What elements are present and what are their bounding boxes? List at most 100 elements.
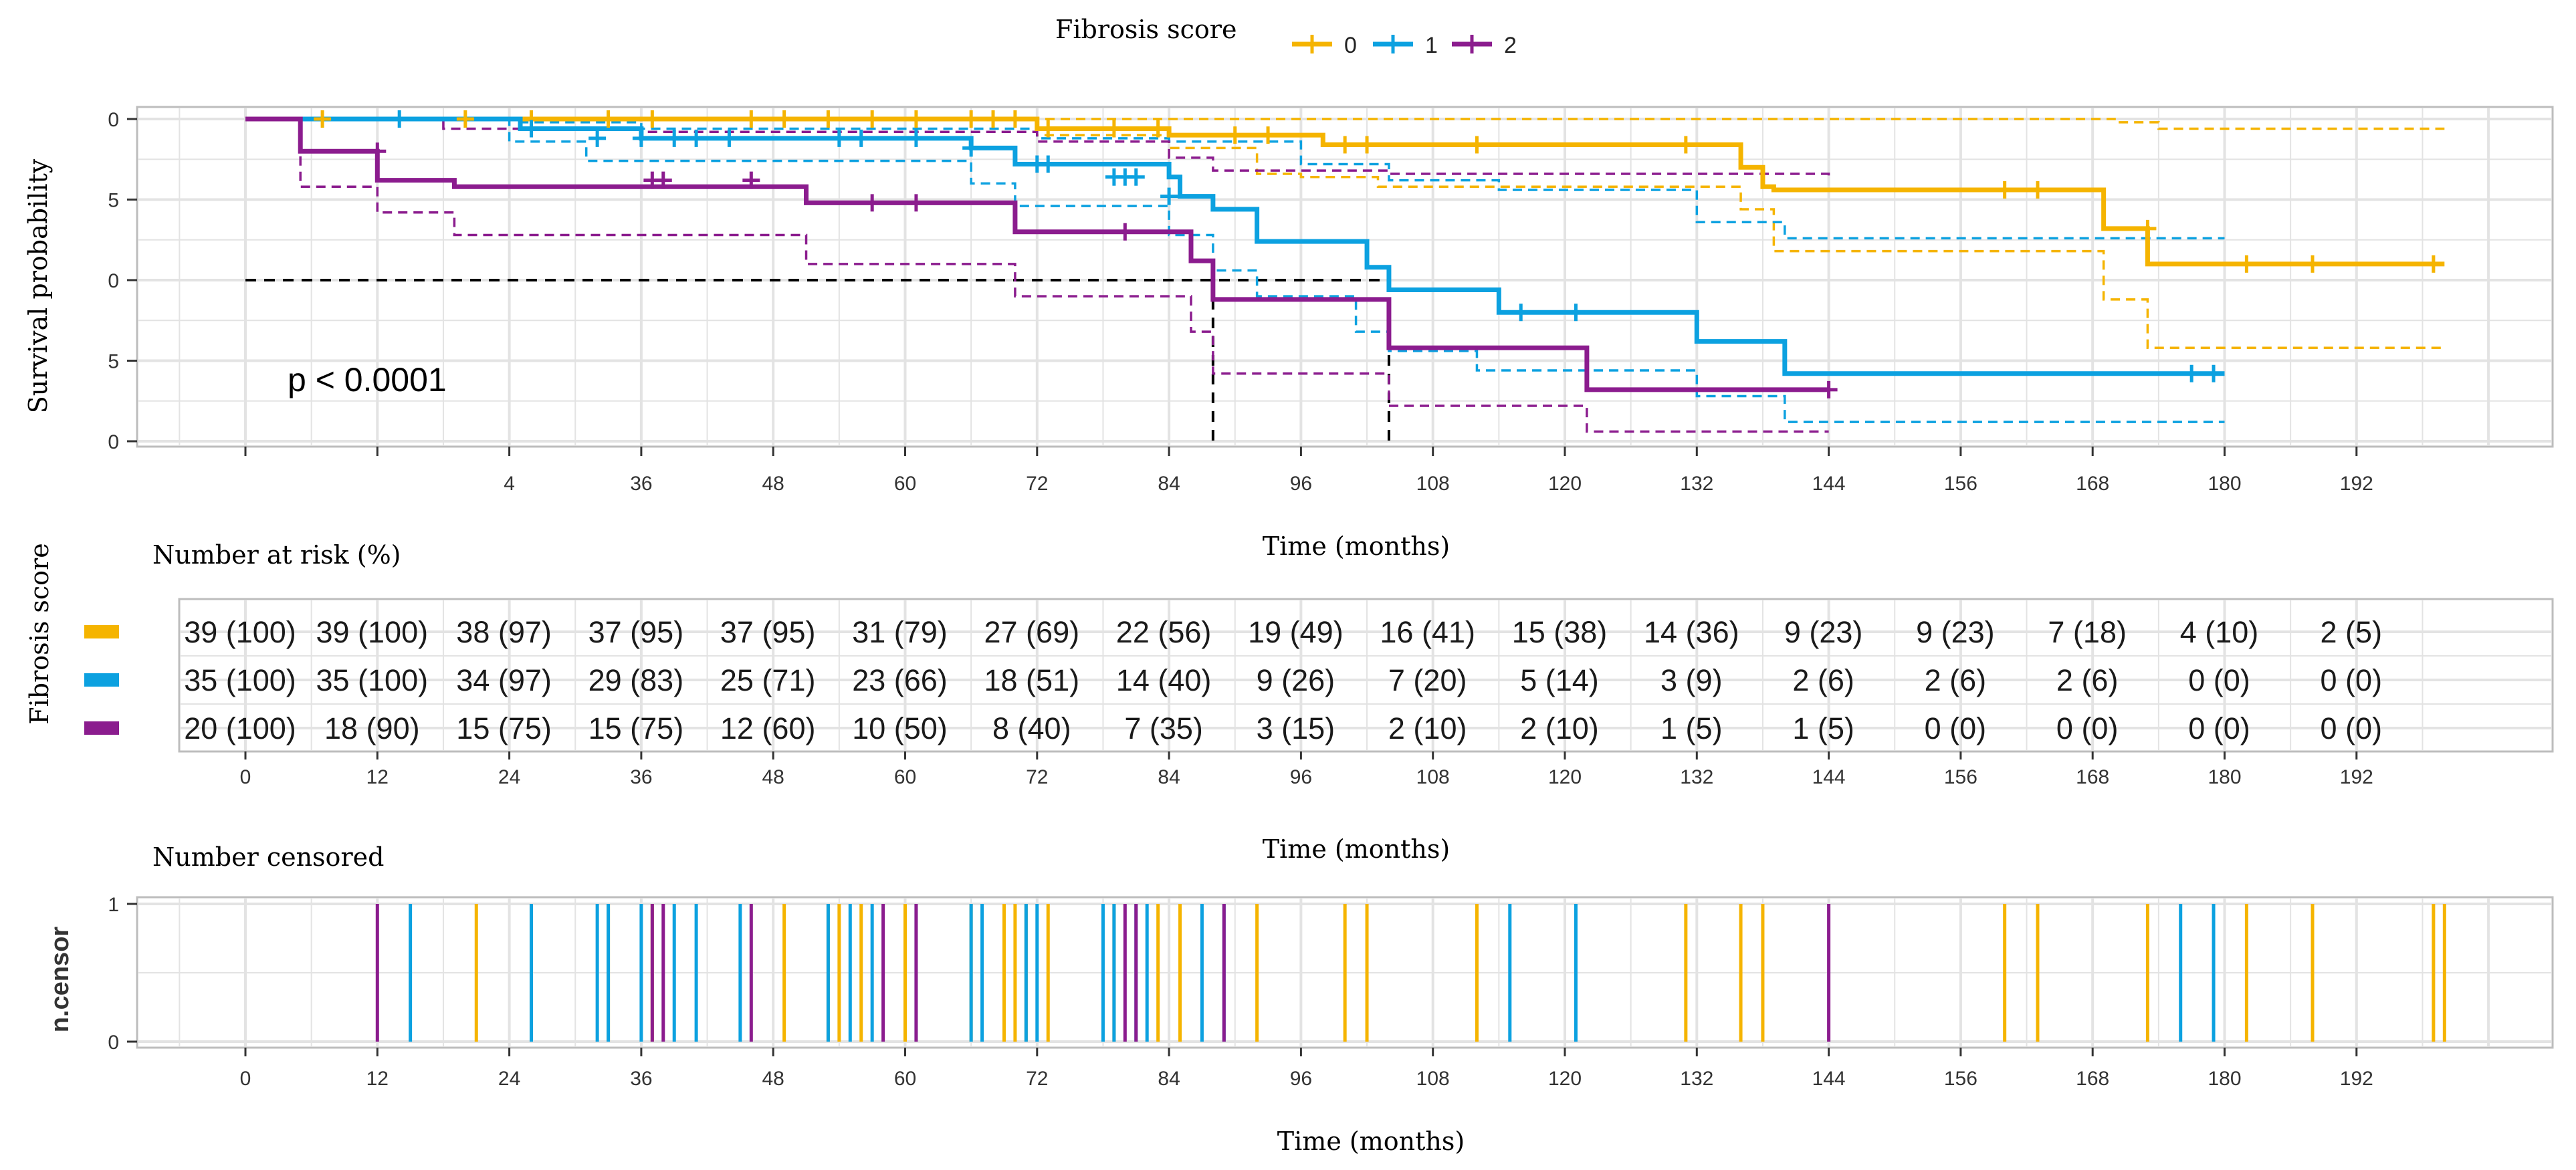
- risk-cell: 2 (6): [1792, 663, 1854, 697]
- risk-cell: 31 (79): [852, 615, 948, 649]
- risk-xtick-label: 132: [1680, 766, 1713, 788]
- risk-cell: 4 (10): [2180, 615, 2259, 649]
- survival-ytick-label: 5: [108, 190, 119, 212]
- censor-xtick-label: 48: [762, 1068, 784, 1090]
- risk-cell: 23 (66): [852, 663, 948, 697]
- risk-cell: 12 (60): [720, 711, 816, 745]
- risk-xtick-label: 24: [498, 766, 520, 788]
- censor-mark-score-0: [962, 110, 980, 128]
- risk-cell: 16 (41): [1380, 615, 1475, 649]
- risk-cell: 18 (51): [984, 663, 1080, 697]
- censor-xtick-label: 60: [894, 1068, 916, 1090]
- risk-xtick-label: 180: [2208, 766, 2241, 788]
- censor-mark-score-1: [2183, 364, 2201, 382]
- legend-label-score-2: 2: [1504, 33, 1517, 58]
- censor-mark-score-0: [1336, 136, 1354, 154]
- censor-mark-score-1: [522, 120, 540, 138]
- censor-mark-score-0: [2304, 255, 2322, 273]
- censor-ylabel: n.censor: [46, 927, 74, 1033]
- risk-cell: 9 (26): [1257, 663, 1335, 697]
- censor-mark-score-1: [1567, 304, 1585, 322]
- risk-xtick-label: 60: [894, 766, 916, 788]
- censor-xtick-label: 144: [1812, 1068, 1846, 1090]
- survival-xtick-label: 132: [1680, 473, 1713, 495]
- risk-cell: 2 (5): [2321, 615, 2383, 649]
- risk-cell: 7 (18): [2048, 615, 2127, 649]
- risk-cell: 5 (14): [1520, 663, 1599, 697]
- legend-label-score-0: 0: [1344, 33, 1357, 58]
- censor-mark-score-2: [368, 142, 387, 160]
- risk-cell: 9 (23): [1916, 615, 1995, 649]
- censor-mark-score-0: [2238, 255, 2256, 273]
- survival-ytick-label: 0: [108, 270, 119, 292]
- censor-mark-score-1: [391, 110, 409, 128]
- risk-cell: 15 (75): [456, 711, 552, 745]
- risk-cell: 15 (38): [1512, 615, 1608, 649]
- censor-mark-score-0: [1105, 120, 1123, 138]
- risk-cell: 0 (0): [2321, 663, 2383, 697]
- censor-xtick-label: 0: [240, 1068, 251, 1090]
- risk-cell: 3 (15): [1257, 711, 1335, 745]
- survival-xtick-label: 84: [1158, 473, 1180, 495]
- censor-mark-score-0: [1006, 110, 1024, 128]
- risk-cell: 7 (35): [1124, 711, 1203, 745]
- risk-cell: 35 (100): [316, 663, 428, 697]
- censor-ytick-label: 1: [108, 894, 119, 916]
- risk-cell: 14 (40): [1116, 663, 1212, 697]
- censor-mark-score-0: [1226, 126, 1244, 144]
- risk-xtick-label: 120: [1548, 766, 1582, 788]
- censor-xtick-label: 24: [498, 1068, 520, 1090]
- survival-ytick-label: 5: [108, 351, 119, 373]
- censor-mark-score-0: [2139, 219, 2157, 237]
- risk-cell: 39 (100): [184, 615, 296, 649]
- risk-xtick-label: 96: [1290, 766, 1312, 788]
- survival-xtick-label: 192: [2340, 473, 2373, 495]
- survival-xlabel: Time (months): [1263, 532, 1450, 561]
- risk-cell: 1 (5): [1660, 711, 1723, 745]
- survival-xtick-label: 156: [1944, 473, 1977, 495]
- risk-cell: 19 (49): [1248, 615, 1344, 649]
- risk-cell: 8 (40): [992, 711, 1071, 745]
- censor-mark-score-0: [2424, 255, 2442, 273]
- censor-mark-score-2: [742, 171, 760, 189]
- risk-cell: 25 (71): [720, 663, 816, 697]
- risk-cell: 9 (23): [1784, 615, 1863, 649]
- risk-xtick-label: 48: [762, 766, 784, 788]
- pvalue-annotation: p < 0.0001: [288, 361, 447, 398]
- survival-xtick-label: 60: [894, 473, 916, 495]
- risk-cell: 37 (95): [720, 615, 816, 649]
- censor-mark-score-0: [742, 110, 760, 128]
- censor-mark-score-1: [1127, 168, 1145, 186]
- risk-table-xlabel: Time (months): [1263, 834, 1450, 864]
- risk-cell: 10 (50): [852, 711, 948, 745]
- survival-xtick-label: 4: [504, 473, 515, 495]
- risk-cell: 7 (20): [1388, 663, 1467, 697]
- survival-xtick-label: 180: [2208, 473, 2241, 495]
- censor-mark-score-0: [1149, 120, 1167, 138]
- risk-cell: 1 (5): [1792, 711, 1854, 745]
- survival-xtick-label: 144: [1812, 473, 1846, 495]
- risk-cell: 14 (36): [1644, 615, 1739, 649]
- legend: Fibrosis score 0 1 2: [1055, 15, 1517, 58]
- censor-xtick-label: 84: [1158, 1068, 1180, 1090]
- survival-xtick-label: 120: [1548, 473, 1582, 495]
- survival-ytick-label: 0: [108, 109, 119, 131]
- censor-mark-score-2: [1116, 223, 1134, 241]
- risk-cell: 0 (0): [2056, 711, 2119, 745]
- legend-title: Fibrosis score: [1055, 15, 1237, 44]
- censor-xtick-label: 156: [1944, 1068, 1977, 1090]
- survival-xtick-label: 48: [762, 473, 784, 495]
- risk-xtick-label: 108: [1416, 766, 1450, 788]
- censor-xtick-label: 120: [1548, 1068, 1582, 1090]
- risk-cell: 0 (0): [2188, 711, 2250, 745]
- risk-xtick-label: 168: [2076, 766, 2109, 788]
- censor-mark-score-2: [863, 194, 881, 212]
- risk-cell: 27 (69): [984, 615, 1080, 649]
- risk-cell: 37 (95): [588, 615, 684, 649]
- censor-mark-score-0: [775, 110, 793, 128]
- censor-mark-score-0: [643, 110, 661, 128]
- censor-mark-score-0: [1259, 126, 1277, 144]
- ci-lower-score-1: [245, 118, 2225, 423]
- risk-xtick-label: 144: [1812, 766, 1846, 788]
